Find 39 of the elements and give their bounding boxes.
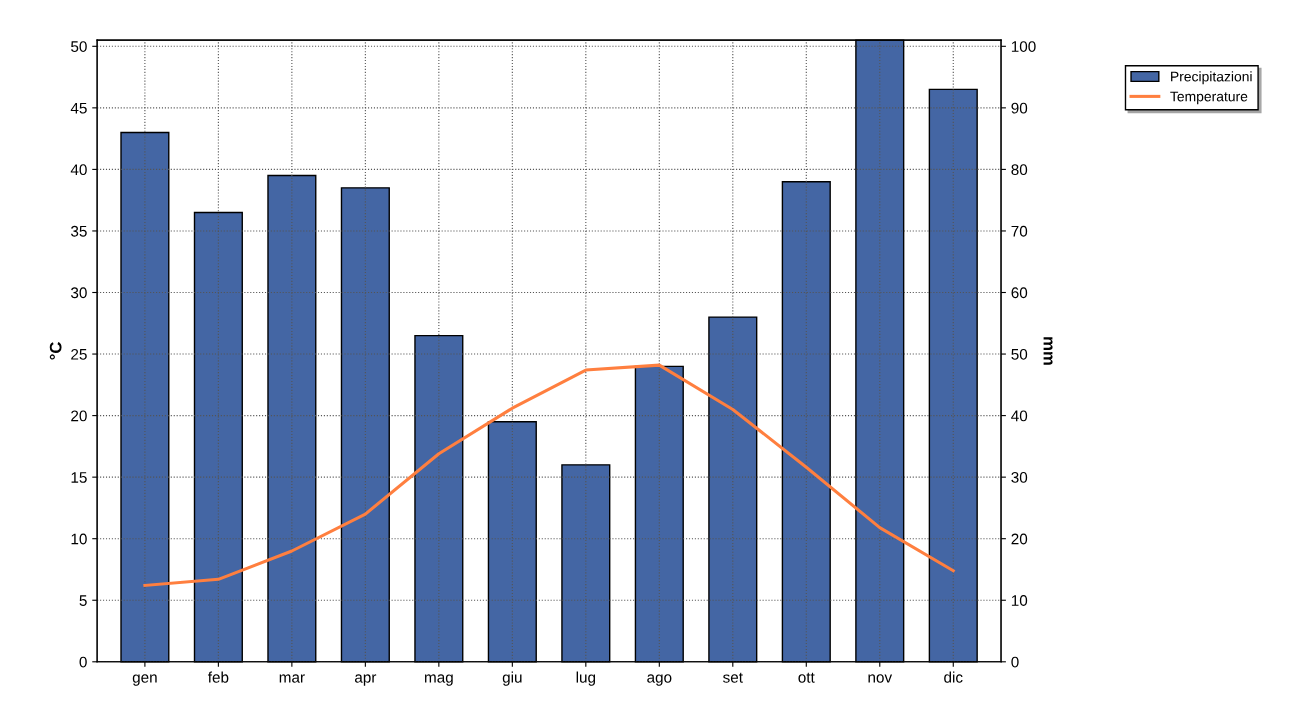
y2-tick-label: 60: [1011, 287, 1028, 299]
y-tick-label: 45: [70, 102, 87, 114]
x-tick-label: ott: [798, 672, 815, 683]
y-tick-label: 15: [71, 472, 87, 483]
y2-tick-label: 0: [1011, 656, 1019, 668]
line-series: [143, 363, 955, 587]
x-tick-label: set: [723, 672, 743, 683]
x-tick-label: apr: [354, 674, 377, 686]
y-tick-label: 10: [71, 533, 87, 545]
y-tick-label: 50: [71, 41, 87, 52]
y2-tick-label: 20: [1011, 533, 1028, 545]
x-tick-label: gen: [132, 674, 157, 686]
x-tick-label: giu: [502, 671, 522, 686]
x-tick-label: mar: [279, 674, 305, 683]
y-tick-label: 25: [71, 348, 87, 360]
y-tick-label: 20: [71, 410, 87, 422]
y-tick-label: 30: [70, 287, 87, 299]
x-tick-label: feb: [207, 671, 229, 683]
x-tick-label: mag: [425, 674, 453, 686]
y2-tick-label: 40: [1011, 410, 1028, 422]
y2-tick-label: 50: [1011, 348, 1028, 360]
x-tick-label: nov: [868, 674, 893, 683]
x-tick-label: lug: [576, 671, 596, 686]
x-tick-label: dic: [944, 671, 963, 683]
y2-tick-label: 10: [1011, 595, 1028, 606]
y2-axis-title: mm: [1043, 337, 1053, 365]
y-tick-label: 0: [79, 656, 87, 668]
legend-label: Precipitazioni: [1171, 71, 1252, 85]
y-axis-title: °C: [49, 342, 62, 360]
y-tick-label: 35: [70, 225, 87, 237]
x-tick-label: ago: [647, 674, 672, 686]
y-tick-label: 40: [70, 164, 87, 176]
y-tick-label: 5: [79, 595, 87, 606]
y2-tick-label: 90: [1011, 102, 1028, 114]
legend-label: Temperature: [1170, 91, 1248, 105]
y2-tick-label: 70: [1011, 225, 1028, 237]
y2-tick-label: 80: [1011, 164, 1028, 176]
y2-tick-label: 100: [1011, 41, 1036, 52]
y2-tick-label: 30: [1011, 472, 1028, 483]
